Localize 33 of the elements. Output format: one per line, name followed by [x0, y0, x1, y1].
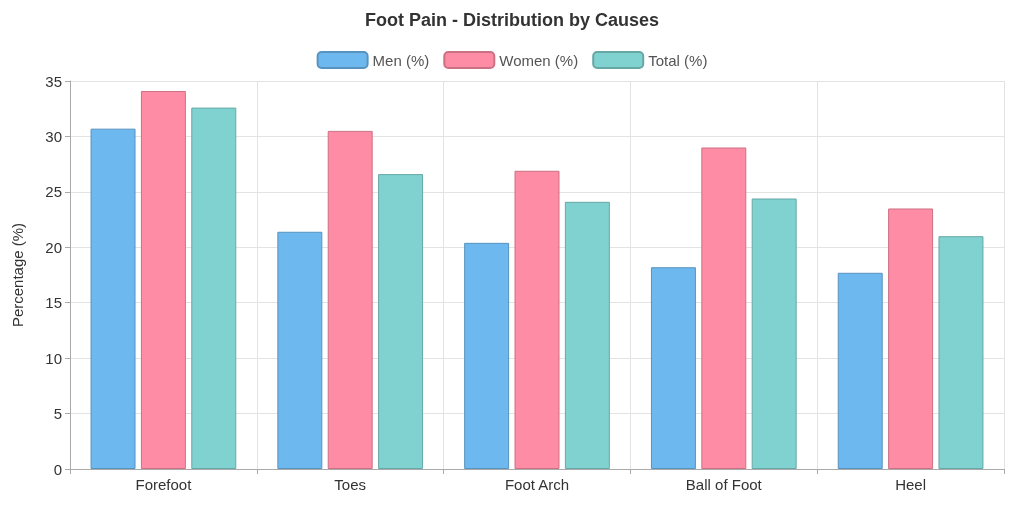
y-tick-label: 15 — [45, 294, 62, 312]
bar — [327, 130, 373, 469]
x-tick-label: Heel — [895, 476, 927, 493]
bar — [837, 272, 883, 469]
bar — [650, 267, 696, 469]
y-tick-label: 5 — [53, 405, 62, 423]
y-tick-label: 25 — [45, 183, 62, 201]
x-tick-label: Forefoot — [135, 476, 193, 493]
bar — [564, 201, 610, 469]
y-tick-label: 30 — [45, 127, 62, 145]
x-tick-label: Foot Arch — [504, 476, 570, 493]
bar — [140, 90, 186, 469]
legend-label: Women (%) — [499, 51, 579, 69]
bar — [464, 242, 510, 469]
bar — [701, 147, 747, 469]
bar — [938, 236, 984, 469]
bar — [751, 198, 797, 469]
y-tick-label: 35 — [45, 72, 62, 90]
y-tick-label: 0 — [53, 460, 62, 478]
legend-label: Men (%) — [372, 51, 430, 69]
bar — [277, 231, 323, 469]
legend-label: Total (%) — [648, 51, 708, 69]
x-tick-label: Ball of Foot — [685, 476, 763, 493]
bar — [514, 170, 560, 469]
x-tick-label: Toes — [334, 476, 367, 493]
y-tick-label: 20 — [45, 238, 62, 256]
bar — [191, 107, 237, 469]
bar — [90, 128, 136, 469]
chart-title: Foot Pain - Distribution by Causes — [364, 10, 660, 30]
y-tick-label: 10 — [45, 349, 62, 367]
bar — [888, 208, 934, 469]
y-axis-title: Percentage (%) — [9, 222, 26, 328]
bar — [378, 174, 424, 469]
